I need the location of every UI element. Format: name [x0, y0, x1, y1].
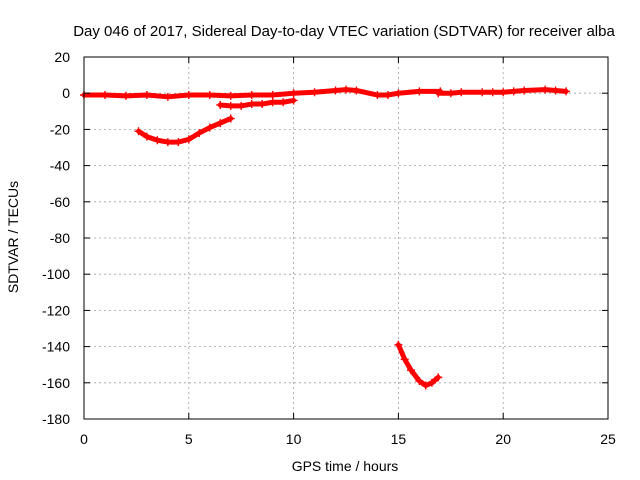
data-point — [406, 366, 415, 375]
y-tick-label: -100 — [42, 266, 70, 282]
data-point — [551, 86, 560, 95]
data-point — [427, 378, 436, 387]
data-point — [520, 86, 529, 95]
x-tick-label: 0 — [80, 431, 88, 447]
data-point — [434, 373, 443, 382]
data-point — [142, 91, 151, 100]
data-point — [258, 100, 267, 109]
data-point — [205, 123, 214, 132]
data-point — [310, 88, 319, 97]
y-tick-label: 0 — [62, 85, 70, 101]
data-point — [205, 91, 214, 100]
y-tick-label: -120 — [42, 302, 70, 318]
y-tick-label: -80 — [50, 230, 70, 246]
data-point — [415, 376, 424, 385]
y-tick-labels: 20 0 -20 -40 -60 -80 -100 -120 -140 -160 -180 — [42, 49, 70, 427]
axis-ticks — [83, 56, 609, 420]
series-line — [136, 116, 234, 145]
series-line — [81, 87, 443, 100]
data-point — [400, 355, 409, 364]
data-point — [541, 85, 550, 94]
data-point — [134, 127, 143, 136]
y-tick-label: -160 — [42, 375, 70, 391]
data-point — [457, 88, 466, 97]
y-tick-label: -60 — [50, 194, 70, 210]
y-tick-label: -20 — [50, 121, 70, 137]
data-point — [342, 85, 350, 94]
chart-title: Day 046 of 2017, Sidereal Day-to-day VTE… — [73, 23, 615, 40]
data-point — [268, 91, 277, 100]
data-point — [226, 91, 235, 100]
data-point — [279, 98, 288, 107]
data-point — [163, 92, 172, 101]
data-point — [247, 100, 256, 109]
data-point — [247, 91, 256, 100]
data-point — [100, 91, 109, 100]
data-point — [488, 88, 497, 97]
data-point — [142, 132, 151, 141]
data-point — [499, 88, 508, 97]
data-point — [226, 101, 235, 110]
data-point — [121, 91, 130, 100]
data-point — [184, 91, 193, 100]
data-point — [216, 119, 225, 128]
data-point — [237, 101, 246, 110]
x-tick-label: 20 — [495, 431, 511, 447]
data-point — [478, 88, 487, 97]
series-arc-4 — [434, 85, 571, 98]
data-point — [352, 86, 361, 95]
y-tick-label: 20 — [54, 49, 70, 65]
data-point — [509, 87, 518, 96]
grid-lines — [84, 57, 608, 419]
y-tick-label: -180 — [42, 411, 70, 427]
data-point — [153, 136, 162, 145]
data-point — [163, 138, 172, 147]
data-point — [331, 86, 340, 95]
series-arc-2 — [134, 114, 235, 147]
y-axis-label: SDTVAR / TECUs — [5, 181, 21, 293]
x-tick-label: 25 — [600, 431, 616, 447]
data-series — [80, 85, 571, 390]
data-point — [184, 135, 193, 144]
series-arc-3 — [216, 96, 298, 110]
x-axis-label: GPS time / hours — [292, 458, 399, 474]
data-point — [226, 114, 235, 123]
data-point — [394, 89, 403, 98]
x-tick-labels: 0 5 10 15 20 25 — [80, 431, 616, 447]
data-point — [289, 89, 298, 98]
data-point — [174, 138, 183, 147]
x-tick-label: 10 — [286, 431, 302, 447]
data-point — [562, 87, 571, 96]
data-point — [216, 100, 225, 109]
y-tick-label: -140 — [42, 339, 70, 355]
data-point — [394, 340, 403, 349]
data-point — [373, 91, 382, 100]
data-point — [434, 89, 443, 98]
data-point — [446, 89, 455, 98]
x-tick-label: 15 — [391, 431, 407, 447]
data-point — [415, 87, 424, 96]
x-tick-label: 5 — [185, 431, 193, 447]
data-point — [421, 381, 430, 390]
y-tick-label: -40 — [50, 158, 70, 174]
data-point — [268, 98, 277, 107]
series-arc-1 — [80, 85, 445, 101]
data-point — [289, 96, 298, 105]
data-point — [383, 91, 392, 100]
series-arc-5 — [394, 340, 443, 390]
data-point — [195, 129, 204, 138]
